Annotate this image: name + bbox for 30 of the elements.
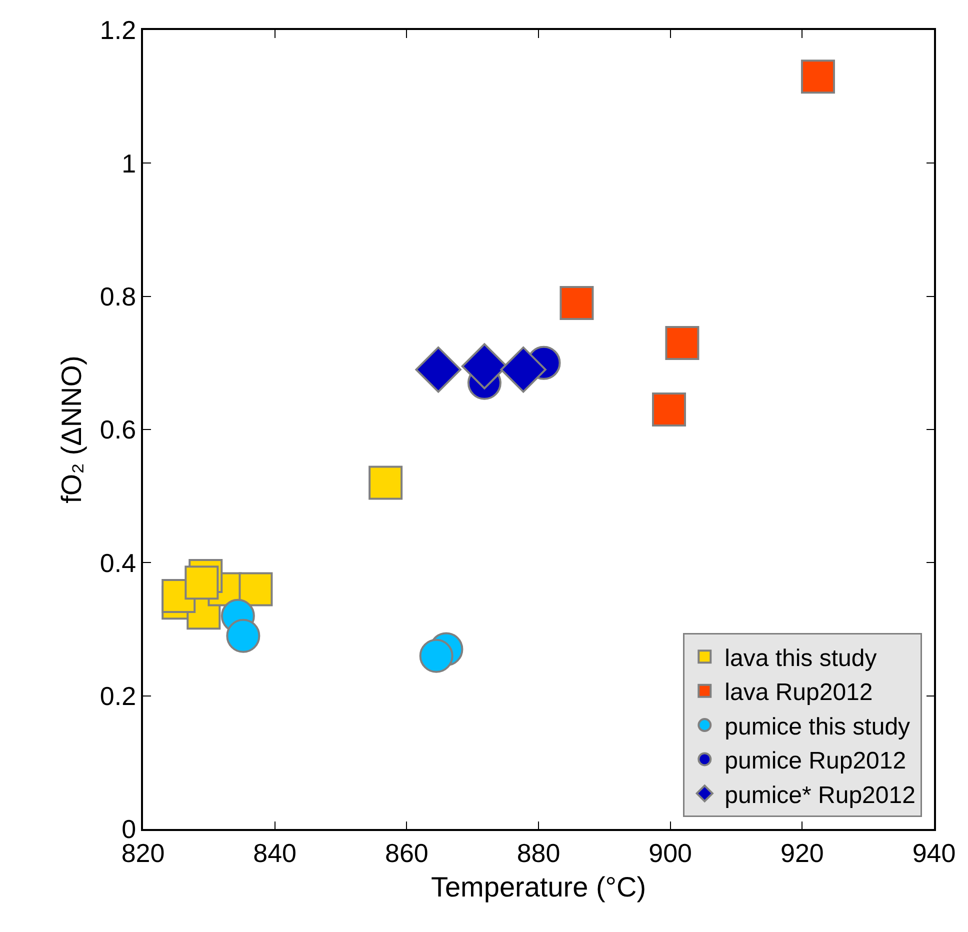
y-tick-label: 0.4 — [100, 548, 136, 578]
x-tick-label: 940 — [912, 838, 956, 868]
y-axis-title: fO₂ (ΔNNO) — [56, 356, 88, 504]
y-tick-label: 1 — [122, 148, 136, 178]
x-axis-title: Temperature (°C) — [430, 872, 646, 903]
point — [238, 572, 273, 606]
point — [665, 326, 700, 360]
point — [500, 346, 546, 393]
legend-label: pumice Rup2012 — [724, 748, 906, 775]
point — [415, 346, 462, 393]
point — [652, 392, 686, 427]
point — [226, 618, 260, 653]
point — [368, 466, 403, 500]
legend-label: pumice this study — [724, 713, 910, 740]
y-tick-label: 0.6 — [100, 414, 136, 445]
x-tick-label: 880 — [516, 838, 560, 868]
x-tick-label: 840 — [253, 838, 297, 868]
legend-label: pumice* Rup2012 — [724, 782, 916, 809]
legend-label: lava Rup2012 — [724, 679, 873, 706]
y-tick-label: 0.2 — [100, 680, 136, 711]
point — [184, 566, 219, 600]
point — [419, 638, 454, 673]
x-tick-label: 920 — [780, 838, 824, 868]
legend-label: lava this study — [724, 644, 877, 672]
point — [800, 60, 835, 94]
x-tick-label: 860 — [384, 838, 428, 868]
y-tick-label: 0.8 — [100, 281, 136, 312]
x-tick-label: 900 — [648, 838, 692, 868]
y-tick-label: 1.2 — [100, 15, 136, 46]
point — [560, 286, 594, 320]
